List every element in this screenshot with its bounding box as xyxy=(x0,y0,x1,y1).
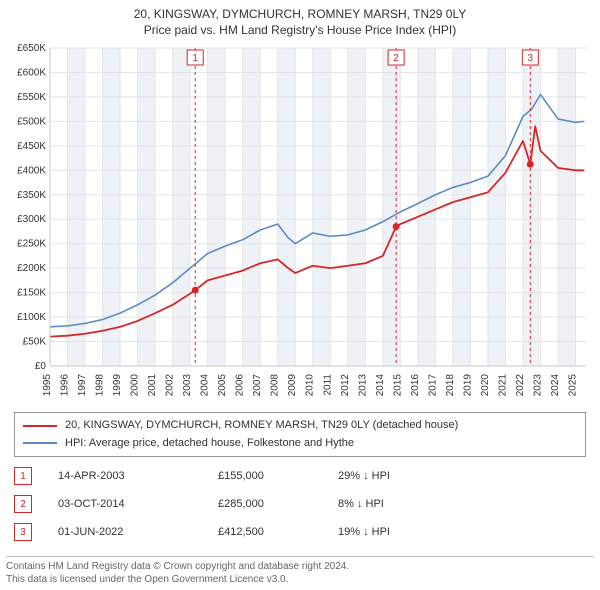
footer-line-1: Contains HM Land Registry data © Crown c… xyxy=(6,560,594,573)
svg-text:2023: 2023 xyxy=(532,374,543,397)
svg-text:2002: 2002 xyxy=(165,374,176,397)
legend-label-hpi: HPI: Average price, detached house, Folk… xyxy=(65,435,354,453)
svg-text:1999: 1999 xyxy=(112,374,123,397)
svg-text:2: 2 xyxy=(393,53,399,64)
svg-text:2003: 2003 xyxy=(182,374,193,397)
svg-text:£200K: £200K xyxy=(17,263,46,274)
svg-text:£100K: £100K xyxy=(17,312,46,323)
sale-row: 1 14-APR-2003 £155,000 29% ↓ HPI xyxy=(14,462,586,490)
svg-text:2010: 2010 xyxy=(305,374,316,397)
svg-text:2001: 2001 xyxy=(147,374,158,397)
svg-text:£0: £0 xyxy=(35,361,47,372)
sales-table: 1 14-APR-2003 £155,000 29% ↓ HPI 2 03-OC… xyxy=(14,462,586,546)
svg-text:£550K: £550K xyxy=(17,92,46,103)
svg-text:£150K: £150K xyxy=(17,288,46,299)
svg-text:2013: 2013 xyxy=(357,374,368,397)
title-line-1: 20, KINGSWAY, DYMCHURCH, ROMNEY MARSH, T… xyxy=(0,6,600,22)
svg-text:£400K: £400K xyxy=(17,165,46,176)
svg-text:£300K: £300K xyxy=(17,214,46,225)
sale-date: 01-JUN-2022 xyxy=(58,526,218,538)
chart-title-block: 20, KINGSWAY, DYMCHURCH, ROMNEY MARSH, T… xyxy=(0,0,600,38)
svg-text:£650K: £650K xyxy=(17,43,46,54)
sale-price: £412,500 xyxy=(218,526,338,538)
svg-text:2020: 2020 xyxy=(480,374,491,397)
svg-text:2000: 2000 xyxy=(130,374,141,397)
sale-diff: 29% ↓ HPI xyxy=(338,470,390,482)
sale-row: 2 03-OCT-2014 £285,000 8% ↓ HPI xyxy=(14,490,586,518)
footer-line-2: This data is licensed under the Open Gov… xyxy=(6,573,594,586)
svg-text:£350K: £350K xyxy=(17,190,46,201)
legend-swatch-hpi xyxy=(23,442,57,444)
svg-text:2008: 2008 xyxy=(270,374,281,397)
sale-badge: 3 xyxy=(14,523,32,541)
svg-text:1: 1 xyxy=(192,53,198,64)
svg-text:2016: 2016 xyxy=(410,374,421,397)
sale-date: 14-APR-2003 xyxy=(58,470,218,482)
sale-row: 3 01-JUN-2022 £412,500 19% ↓ HPI xyxy=(14,518,586,546)
svg-text:1995: 1995 xyxy=(42,374,53,397)
svg-text:2005: 2005 xyxy=(217,374,228,397)
svg-text:1996: 1996 xyxy=(60,374,71,397)
svg-text:2019: 2019 xyxy=(462,374,473,397)
legend-item-hpi: HPI: Average price, detached house, Folk… xyxy=(23,435,577,453)
chart-svg: £0 £50K £100K £150K £200K £250K £300K £350K £400… xyxy=(8,42,592,402)
sale-diff: 19% ↓ HPI xyxy=(338,526,390,538)
footer-attribution: Contains HM Land Registry data © Crown c… xyxy=(6,556,594,586)
svg-text:2017: 2017 xyxy=(427,374,438,397)
svg-text:2025: 2025 xyxy=(567,374,578,397)
svg-text:2006: 2006 xyxy=(235,374,246,397)
svg-text:2014: 2014 xyxy=(375,374,386,397)
svg-text:2024: 2024 xyxy=(550,374,561,397)
svg-text:2009: 2009 xyxy=(287,374,298,397)
legend-item-property: 20, KINGSWAY, DYMCHURCH, ROMNEY MARSH, T… xyxy=(23,417,577,435)
sale-price: £155,000 xyxy=(218,470,338,482)
svg-text:2018: 2018 xyxy=(445,374,456,397)
svg-text:2004: 2004 xyxy=(200,374,211,397)
svg-text:£600K: £600K xyxy=(17,67,46,78)
svg-text:2022: 2022 xyxy=(515,374,526,397)
chart-area: £0 £50K £100K £150K £200K £250K £300K £350K £400… xyxy=(8,42,592,402)
svg-text:2012: 2012 xyxy=(340,374,351,397)
svg-text:2021: 2021 xyxy=(497,374,508,397)
svg-text:£500K: £500K xyxy=(17,116,46,127)
svg-text:2007: 2007 xyxy=(252,374,263,397)
svg-text:3: 3 xyxy=(528,53,534,64)
svg-text:1997: 1997 xyxy=(77,374,88,397)
sale-badge: 1 xyxy=(14,467,32,485)
legend-swatch-property xyxy=(23,425,57,427)
svg-text:1998: 1998 xyxy=(95,374,106,397)
title-line-2: Price paid vs. HM Land Registry's House … xyxy=(0,22,600,38)
sale-diff: 8% ↓ HPI xyxy=(338,498,384,510)
svg-text:2011: 2011 xyxy=(322,374,333,396)
svg-text:£450K: £450K xyxy=(17,141,46,152)
svg-text:2015: 2015 xyxy=(392,374,403,397)
legend-box: 20, KINGSWAY, DYMCHURCH, ROMNEY MARSH, T… xyxy=(14,412,586,457)
sale-price: £285,000 xyxy=(218,498,338,510)
svg-text:£250K: £250K xyxy=(17,239,46,250)
sale-date: 03-OCT-2014 xyxy=(58,498,218,510)
legend-label-property: 20, KINGSWAY, DYMCHURCH, ROMNEY MARSH, T… xyxy=(65,417,458,435)
sale-badge: 2 xyxy=(14,495,32,513)
svg-text:£50K: £50K xyxy=(23,337,47,348)
